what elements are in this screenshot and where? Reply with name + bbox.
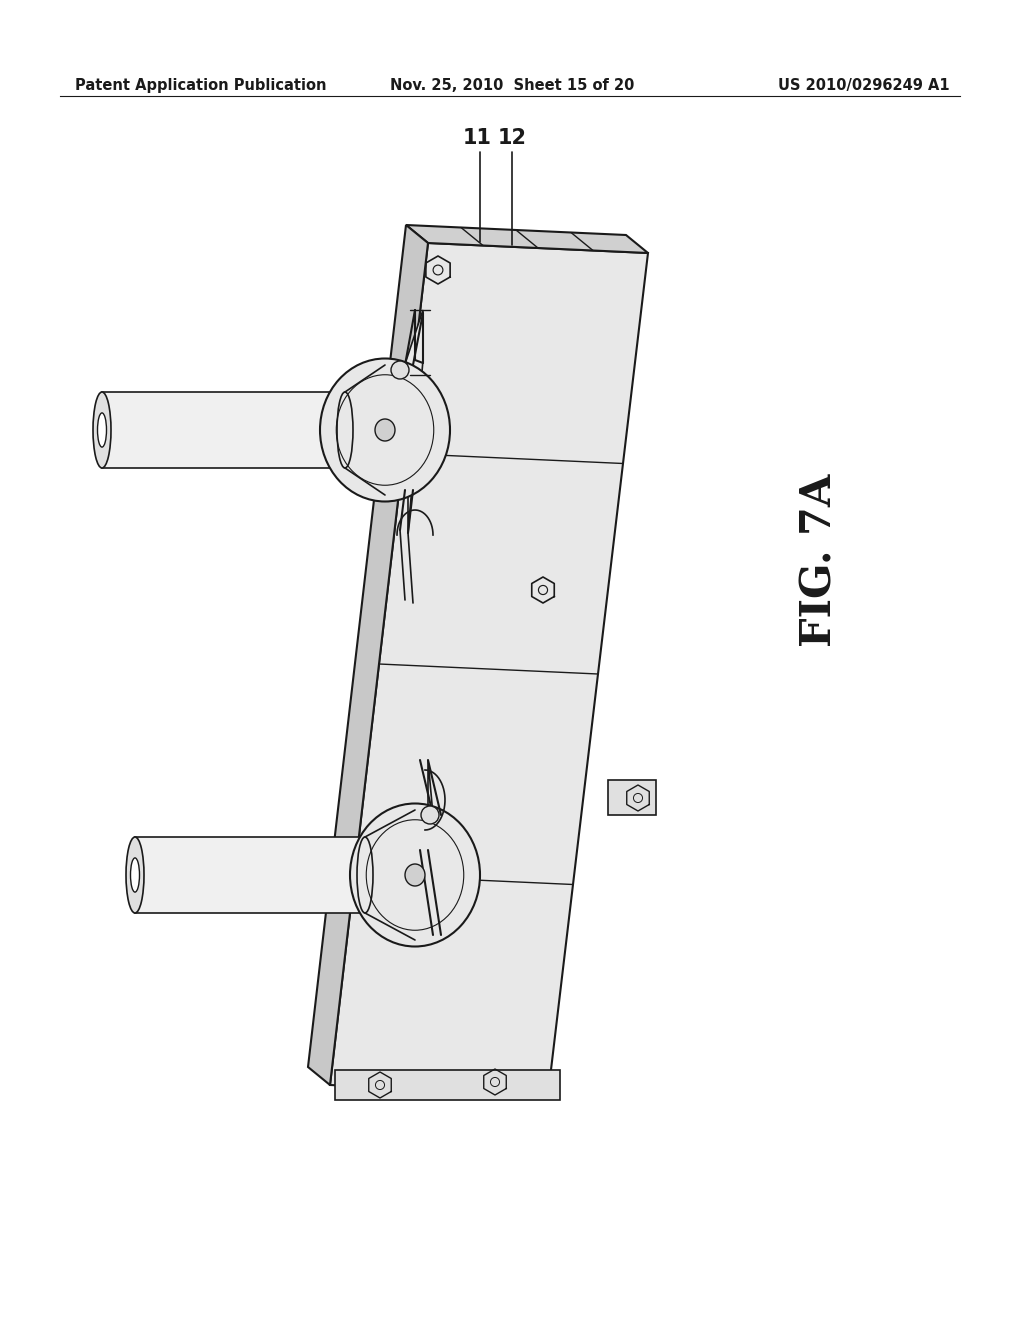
Ellipse shape xyxy=(126,837,144,913)
Polygon shape xyxy=(403,310,423,533)
Ellipse shape xyxy=(350,804,480,946)
Polygon shape xyxy=(135,837,365,913)
Polygon shape xyxy=(406,224,648,253)
Ellipse shape xyxy=(97,413,106,447)
Ellipse shape xyxy=(391,360,409,379)
Text: Patent Application Publication: Patent Application Publication xyxy=(75,78,327,92)
Ellipse shape xyxy=(337,392,353,469)
Ellipse shape xyxy=(421,807,439,824)
Text: US 2010/0296249 A1: US 2010/0296249 A1 xyxy=(778,78,950,92)
Ellipse shape xyxy=(406,865,425,886)
Text: FIG. 7A: FIG. 7A xyxy=(799,474,841,647)
Text: Nov. 25, 2010  Sheet 15 of 20: Nov. 25, 2010 Sheet 15 of 20 xyxy=(390,78,634,92)
Ellipse shape xyxy=(93,392,111,469)
Text: 11: 11 xyxy=(463,128,492,148)
Text: 12: 12 xyxy=(498,128,526,148)
Ellipse shape xyxy=(375,418,395,441)
Polygon shape xyxy=(308,224,428,1085)
Polygon shape xyxy=(335,1071,560,1100)
Ellipse shape xyxy=(319,359,450,502)
Polygon shape xyxy=(330,243,648,1096)
Polygon shape xyxy=(102,392,345,469)
Ellipse shape xyxy=(130,858,139,892)
Polygon shape xyxy=(428,760,433,935)
Polygon shape xyxy=(608,780,656,814)
Ellipse shape xyxy=(357,837,373,913)
